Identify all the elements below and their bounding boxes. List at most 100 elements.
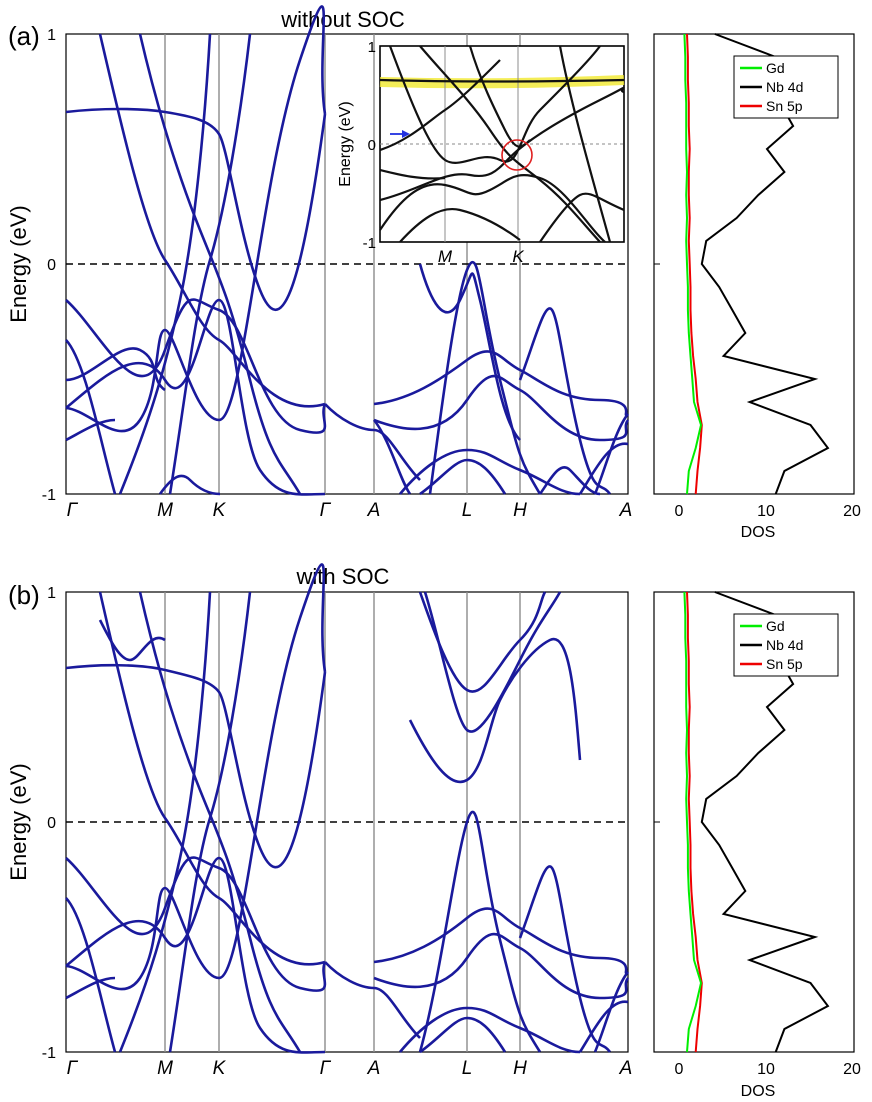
band-line — [65, 5, 327, 433]
band-line — [118, 33, 212, 495]
dos-plot: Gd Nb 4d Sn 5p 0 10 20 DOS — [653, 591, 861, 1100]
panel-title: with SOC — [296, 564, 390, 589]
k-label-L: L — [462, 1058, 473, 1079]
band-line — [408, 637, 582, 784]
band-line — [373, 932, 630, 1000]
inset-band-line — [379, 173, 606, 243]
k-label-A: A — [619, 1058, 633, 1079]
band-line — [578, 442, 629, 495]
band-line — [65, 976, 116, 1000]
inset-k-label-M: M — [438, 247, 453, 266]
band-line — [138, 33, 302, 495]
band-line — [419, 458, 507, 496]
band-line — [324, 403, 421, 481]
inset-band-line — [539, 192, 625, 243]
inset-band-line — [468, 45, 531, 148]
x-tick-labels: Γ M K Γ A L H A — [67, 500, 633, 521]
band-line — [373, 350, 629, 417]
band-line — [324, 961, 421, 1039]
inset-plot: Energy (eV) 1 0 -1 M K — [337, 39, 625, 266]
dos-curve-sn-5p — [686, 591, 703, 1053]
y-tick-label: 1 — [47, 27, 56, 44]
band-plot — [65, 5, 630, 496]
band-line — [518, 865, 612, 1053]
dos-curve-sn-5p — [686, 33, 703, 495]
band-line — [65, 856, 327, 992]
dos-plot: Gd Nb 4d Sn 5p 0 10 20 DOS — [653, 33, 861, 541]
band-line — [168, 591, 252, 1053]
inset-y-tick-label: 0 — [368, 137, 376, 154]
band-line — [372, 419, 412, 495]
panel-a: (a) without SOC Energy (eV) 1 0 -1 — [6, 5, 861, 541]
band-line — [65, 663, 327, 869]
y-tick-labels: 1 0 -1 — [42, 27, 56, 504]
k-label-A: A — [367, 500, 381, 521]
panel-label: (b) — [8, 580, 40, 610]
legend-label-sn: Sn 5p — [766, 98, 803, 114]
band-line — [65, 897, 117, 1053]
dos-x-tick-label: 20 — [843, 503, 861, 520]
band-line — [98, 591, 326, 966]
y-tick-label: -1 — [42, 1045, 56, 1062]
inset-y-axis-label: Energy (eV) — [337, 101, 354, 186]
k-label-M: M — [157, 500, 173, 521]
dos-x-axis-label: DOS — [741, 524, 776, 541]
dos-curve-gd — [683, 591, 703, 1053]
y-tick-label: 0 — [47, 815, 56, 832]
inset-band-line — [379, 59, 501, 152]
band-line — [593, 413, 630, 495]
band-line — [168, 33, 252, 495]
inset-k-label-K: K — [512, 247, 524, 266]
dos-x-tick-label: 10 — [757, 1061, 775, 1078]
y-axis-label: Energy (eV) — [6, 205, 31, 322]
k-label-K: K — [213, 1058, 227, 1079]
band-line — [65, 339, 117, 495]
dos-legend: Gd Nb 4d Sn 5p — [733, 55, 839, 119]
k-label-Gamma: Γ — [67, 500, 79, 521]
band-crossing-circle — [501, 139, 533, 171]
legend-label-sn: Sn 5p — [766, 656, 803, 672]
k-label-Gamma: Γ — [67, 1058, 79, 1079]
y-tick-label: -1 — [42, 487, 56, 504]
band-line — [65, 107, 327, 311]
band-line — [118, 591, 212, 1053]
k-label-H: H — [513, 500, 527, 521]
inset-y-tick-label: -1 — [363, 235, 376, 252]
band-lines — [65, 563, 630, 1054]
dos-legend: Gd Nb 4d Sn 5p — [733, 613, 839, 677]
k-label-A: A — [367, 1058, 381, 1079]
inset-band-line — [558, 45, 612, 243]
k-label-Gamma: Γ — [320, 500, 332, 521]
dos-x-tick-label: 20 — [843, 1061, 861, 1078]
panel-label: (a) — [8, 21, 40, 51]
k-label-K: K — [213, 500, 227, 521]
band-lines — [65, 5, 630, 496]
inset-band-line — [399, 207, 521, 243]
band-line — [593, 971, 630, 1053]
k-label-L: L — [462, 500, 473, 521]
dos-x-tick-label: 0 — [675, 503, 684, 520]
band-line — [578, 1000, 629, 1053]
band-line — [423, 591, 562, 733]
dos-x-tick-label: 0 — [675, 1061, 684, 1078]
k-label-Gamma: Γ — [320, 1058, 332, 1079]
band-line — [419, 1016, 507, 1054]
band-line — [158, 474, 221, 496]
dos-x-axis-label: DOS — [741, 1083, 776, 1100]
band-line — [399, 1006, 581, 1054]
dos-x-tick-label: 10 — [757, 503, 775, 520]
y-tick-labels: 1 0 -1 — [42, 585, 56, 1062]
inset-band-line — [379, 78, 625, 83]
band-line — [418, 810, 542, 1053]
legend-label-nb: Nb 4d — [766, 637, 803, 653]
dos-curve-gd — [683, 33, 703, 495]
band-line — [399, 448, 581, 496]
blue-arrow-icon — [390, 130, 410, 138]
inset-band-lines — [379, 45, 625, 243]
band-line — [373, 374, 630, 442]
band-line — [65, 418, 116, 442]
legend-label-gd: Gd — [766, 618, 785, 634]
legend-label-nb: Nb 4d — [766, 79, 803, 95]
band-line — [418, 263, 521, 441]
